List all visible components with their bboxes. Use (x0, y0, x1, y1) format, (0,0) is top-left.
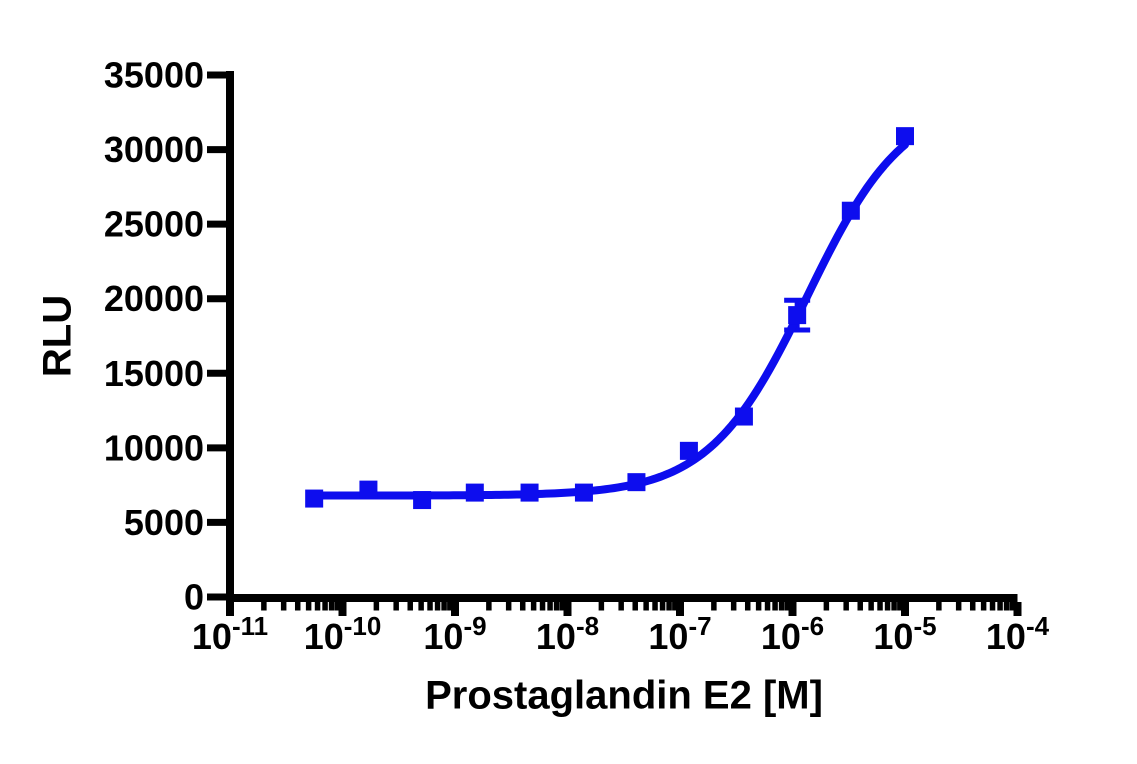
x-tick-label: 10-11 (192, 611, 268, 657)
data-point-marker (734, 407, 753, 426)
data-point-marker (841, 201, 860, 220)
y-tick-label: 5000 (124, 502, 204, 543)
data-point-marker (359, 480, 378, 499)
data-point-marker (788, 306, 807, 325)
y-tick-label: 30000 (104, 129, 204, 170)
x-tick-label: 10-9 (423, 611, 486, 657)
data-point-marker (574, 483, 593, 502)
y-tick-label: 25000 (104, 204, 204, 245)
data-point-marker (627, 473, 646, 492)
y-tick-label: 10000 (104, 427, 204, 468)
x-tick-label: 10-4 (986, 611, 1050, 657)
x-tick-label: 10-7 (648, 611, 711, 657)
data-point-marker (305, 489, 324, 508)
y-tick-label: 35000 (104, 55, 204, 96)
x-tick-label: 10-8 (536, 611, 599, 657)
x-tick-label: 10-6 (761, 611, 824, 657)
y-tick-label: 20000 (104, 278, 204, 319)
data-point-marker (465, 483, 484, 502)
x-tick-label: 10-5 (873, 611, 936, 657)
x-axis-title: Prostaglandin E2 [M] (425, 673, 823, 718)
y-axis-title: RLU (35, 294, 80, 378)
data-point-marker (413, 491, 432, 510)
data-point-marker (520, 483, 539, 502)
data-point-marker (679, 441, 698, 460)
x-tick-label: 10-10 (304, 611, 382, 657)
y-tick-label: 0 (184, 577, 204, 618)
y-tick-label: 15000 (104, 353, 204, 394)
fit-curve (310, 140, 909, 500)
data-point-marker (896, 127, 914, 146)
